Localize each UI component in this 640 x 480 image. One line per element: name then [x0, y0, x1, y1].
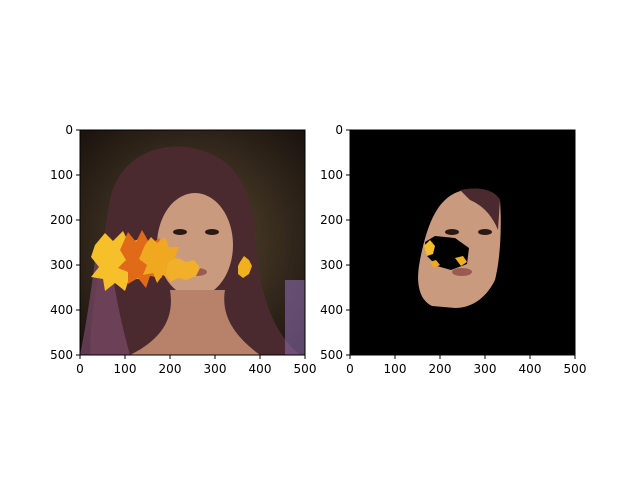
right-ytick-label: 100	[320, 168, 343, 182]
masked-face	[418, 188, 501, 308]
leaf-4	[166, 258, 200, 282]
left-ytick-label: 500	[50, 348, 73, 362]
right-xtick-label: 100	[384, 362, 407, 376]
right-xtick-label: 0	[346, 362, 354, 376]
left-xtick-label: 100	[114, 362, 137, 376]
right-ytick-label: 200	[320, 213, 343, 227]
left-xtick-label: 400	[249, 362, 272, 376]
leaf-overlay-group	[91, 230, 252, 291]
left-ytick-label: 0	[65, 123, 73, 137]
left-image-panel	[80, 130, 305, 355]
left-ytick-label: 200	[50, 213, 73, 227]
left-axes-frame	[79, 129, 306, 356]
right-xtick-label: 300	[474, 362, 497, 376]
left-xtick-label: 0	[76, 362, 84, 376]
right-axes-frame	[349, 129, 576, 356]
right-xtick-label: 500	[564, 362, 587, 376]
left-xtick-label: 500	[294, 362, 317, 376]
leaf-5	[238, 256, 252, 278]
right-xtick-label: 400	[519, 362, 542, 376]
left-photo	[80, 130, 305, 355]
left-xtick-label: 200	[159, 362, 182, 376]
right-image-panel	[350, 130, 575, 355]
right-xtick-label: 200	[429, 362, 452, 376]
left-ytick-label: 100	[50, 168, 73, 182]
right-ytick-label: 300	[320, 258, 343, 272]
left-ytick-label: 300	[50, 258, 73, 272]
right-ytick-label: 400	[320, 303, 343, 317]
left-xtick-label: 300	[204, 362, 227, 376]
left-ytick-label: 400	[50, 303, 73, 317]
right-ytick-label: 500	[320, 348, 343, 362]
right-ytick-label: 0	[335, 123, 343, 137]
